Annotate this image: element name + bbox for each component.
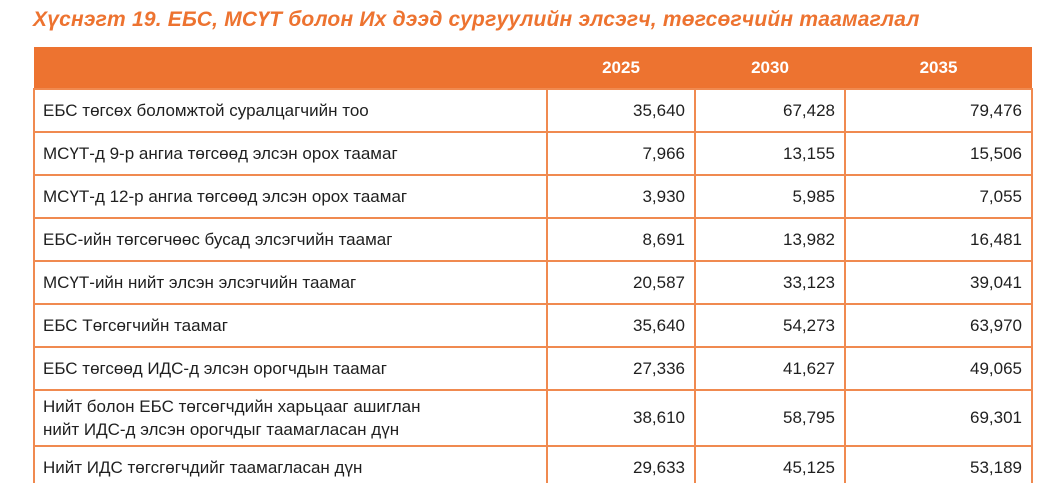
- header-year-2035: 2035: [845, 47, 1032, 89]
- table-row: Нийт болон ЕБС төгсөгчдийн харьцааг ашиг…: [33, 389, 1033, 447]
- value-cell: 29,633: [546, 445, 696, 483]
- value-cell: 20,587: [546, 260, 696, 305]
- forecast-table: 2025 2030 2035 ЕБС төгсөх боломжтой сура…: [33, 47, 1033, 483]
- value-cell: 5,985: [694, 174, 846, 219]
- row-label-cell: МСҮТ-д 12-р ангиа төгсөөд элсэн орох таа…: [33, 174, 548, 219]
- value-cell: 35,640: [546, 88, 696, 133]
- table-row: Нийт ИДС төгсгөгчдийг таамагласан дүн 29…: [33, 445, 1033, 483]
- value-cell: 7,055: [844, 174, 1033, 219]
- table-row: ЕБС-ийн төгсөгчөөс бусад элсэгчийн таама…: [33, 217, 1033, 262]
- table-row: ЕБС төгсөөд ИДС-д элсэн орогчдын таамаг …: [33, 346, 1033, 391]
- value-cell: 13,982: [694, 217, 846, 262]
- header-year-2030: 2030: [695, 47, 845, 89]
- value-cell: 35,640: [546, 303, 696, 348]
- row-label-cell: МСҮТ-д 9-р ангиа төгсөөд элсэн орох таам…: [33, 131, 548, 176]
- row-label-cell: МСҮТ-ийн нийт элсэн элсэгчийн таамаг: [33, 260, 548, 305]
- row-label-cell: Нийт ИДС төгсгөгчдийг таамагласан дүн: [33, 445, 548, 483]
- value-cell: 49,065: [844, 346, 1033, 391]
- value-cell: 69,301: [844, 389, 1033, 447]
- value-cell: 58,795: [694, 389, 846, 447]
- table-row: ЕБС Төгсөгчийн таамаг 35,640 54,273 63,9…: [33, 303, 1033, 348]
- table-caption: Хүснэгт 19. ЕБС, МСҮТ болон Их дээд сург…: [33, 8, 920, 31]
- table-row: МСҮТ-д 12-р ангиа төгсөөд элсэн орох таа…: [33, 174, 1033, 219]
- row-label-cell: ЕБС төгсөх боломжтой суралцагчийн тоо: [33, 88, 548, 133]
- value-cell: 67,428: [694, 88, 846, 133]
- value-cell: 8,691: [546, 217, 696, 262]
- header-year-2025: 2025: [547, 47, 695, 89]
- table-row: МСҮТ-д 9-р ангиа төгсөөд элсэн орох таам…: [33, 131, 1033, 176]
- value-cell: 39,041: [844, 260, 1033, 305]
- value-cell: 63,970: [844, 303, 1033, 348]
- table-row: ЕБС төгсөх боломжтой суралцагчийн тоо 35…: [33, 88, 1033, 133]
- header-empty-cell: [34, 47, 547, 89]
- row-label-cell: Нийт болон ЕБС төгсөгчдийн харьцааг ашиг…: [33, 389, 548, 447]
- value-cell: 13,155: [694, 131, 846, 176]
- value-cell: 41,627: [694, 346, 846, 391]
- value-cell: 38,610: [546, 389, 696, 447]
- value-cell: 27,336: [546, 346, 696, 391]
- value-cell: 33,123: [694, 260, 846, 305]
- value-cell: 54,273: [694, 303, 846, 348]
- table-row: МСҮТ-ийн нийт элсэн элсэгчийн таамаг 20,…: [33, 260, 1033, 305]
- row-label-cell: ЕБС төгсөөд ИДС-д элсэн орогчдын таамаг: [33, 346, 548, 391]
- value-cell: 3,930: [546, 174, 696, 219]
- row-label-cell: ЕБС Төгсөгчийн таамаг: [33, 303, 548, 348]
- value-cell: 15,506: [844, 131, 1033, 176]
- table-header-row: 2025 2030 2035: [34, 47, 1032, 89]
- value-cell: 7,966: [546, 131, 696, 176]
- value-cell: 16,481: [844, 217, 1033, 262]
- value-cell: 79,476: [844, 88, 1033, 133]
- value-cell: 53,189: [844, 445, 1033, 483]
- row-label-cell: ЕБС-ийн төгсөгчөөс бусад элсэгчийн таама…: [33, 217, 548, 262]
- value-cell: 45,125: [694, 445, 846, 483]
